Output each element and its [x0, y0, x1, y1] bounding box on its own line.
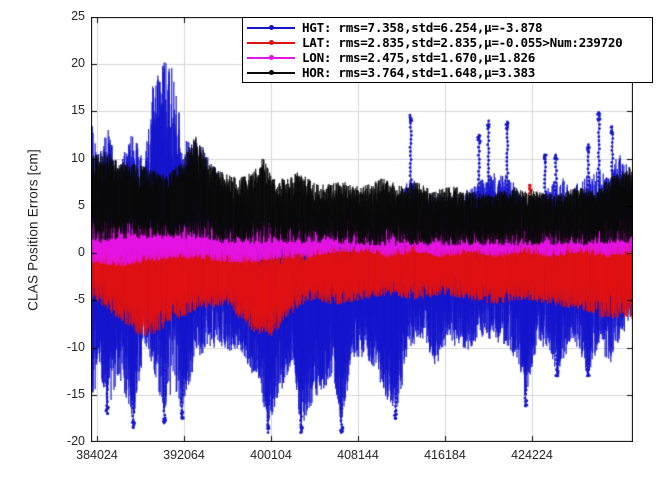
- legend-label: HOR: rms=3.764,std=1.648,μ=3.383: [302, 65, 536, 80]
- legend-label: LAT: rms=2.835,std=2.835,μ=-0.055>Num:23…: [302, 35, 623, 50]
- legend-line-marker-icon: [247, 53, 295, 63]
- y-tick-label: -5: [73, 292, 85, 307]
- chart-legend: HGT: rms=7.358,std=6.254,μ=-3.878 LAT: rm…: [242, 17, 653, 83]
- y-tick-label: 25: [71, 9, 85, 23]
- legend-entry-hgt: HGT: rms=7.358,std=6.254,μ=-3.878: [247, 20, 652, 35]
- y-tick-label: 0: [78, 245, 85, 260]
- y-axis-label: CLAS Position Errors [cm]: [25, 149, 41, 311]
- y-tick-label: 15: [71, 103, 85, 118]
- legend-line-marker-icon: [247, 38, 295, 48]
- y-tick-label: -20: [66, 434, 85, 448]
- y-tick-label: 20: [71, 56, 85, 71]
- plot-area-canvas: [91, 17, 633, 442]
- x-tick-label: 400104: [250, 448, 292, 462]
- x-tick-label: 424224: [511, 448, 553, 462]
- legend-line-marker-icon: [247, 23, 295, 33]
- y-tick-label: -15: [66, 386, 85, 401]
- x-tick-label: 416184: [424, 448, 466, 462]
- x-tick-label: 392064: [163, 448, 205, 462]
- y-tick-label: 5: [78, 197, 85, 212]
- x-tick-label: 384024: [76, 448, 118, 462]
- x-tick-label: 408144: [337, 448, 379, 462]
- legend-entry-lat: LAT: rms=2.835,std=2.835,μ=-0.055>Num:23…: [247, 35, 652, 50]
- legend-label: LON: rms=2.475,std=1.670,μ=1.826: [302, 50, 536, 65]
- legend-label: HGT: rms=7.358,std=6.254,μ=-3.878: [302, 20, 543, 35]
- y-tick-label: -10: [66, 339, 85, 354]
- y-tick-label: 10: [71, 150, 85, 165]
- legend-entry-lon: LON: rms=2.475,std=1.670,μ=1.826: [247, 50, 652, 65]
- legend-entry-hor: HOR: rms=3.764,std=1.648,μ=3.383: [247, 65, 652, 80]
- legend-line-marker-icon: [247, 68, 295, 78]
